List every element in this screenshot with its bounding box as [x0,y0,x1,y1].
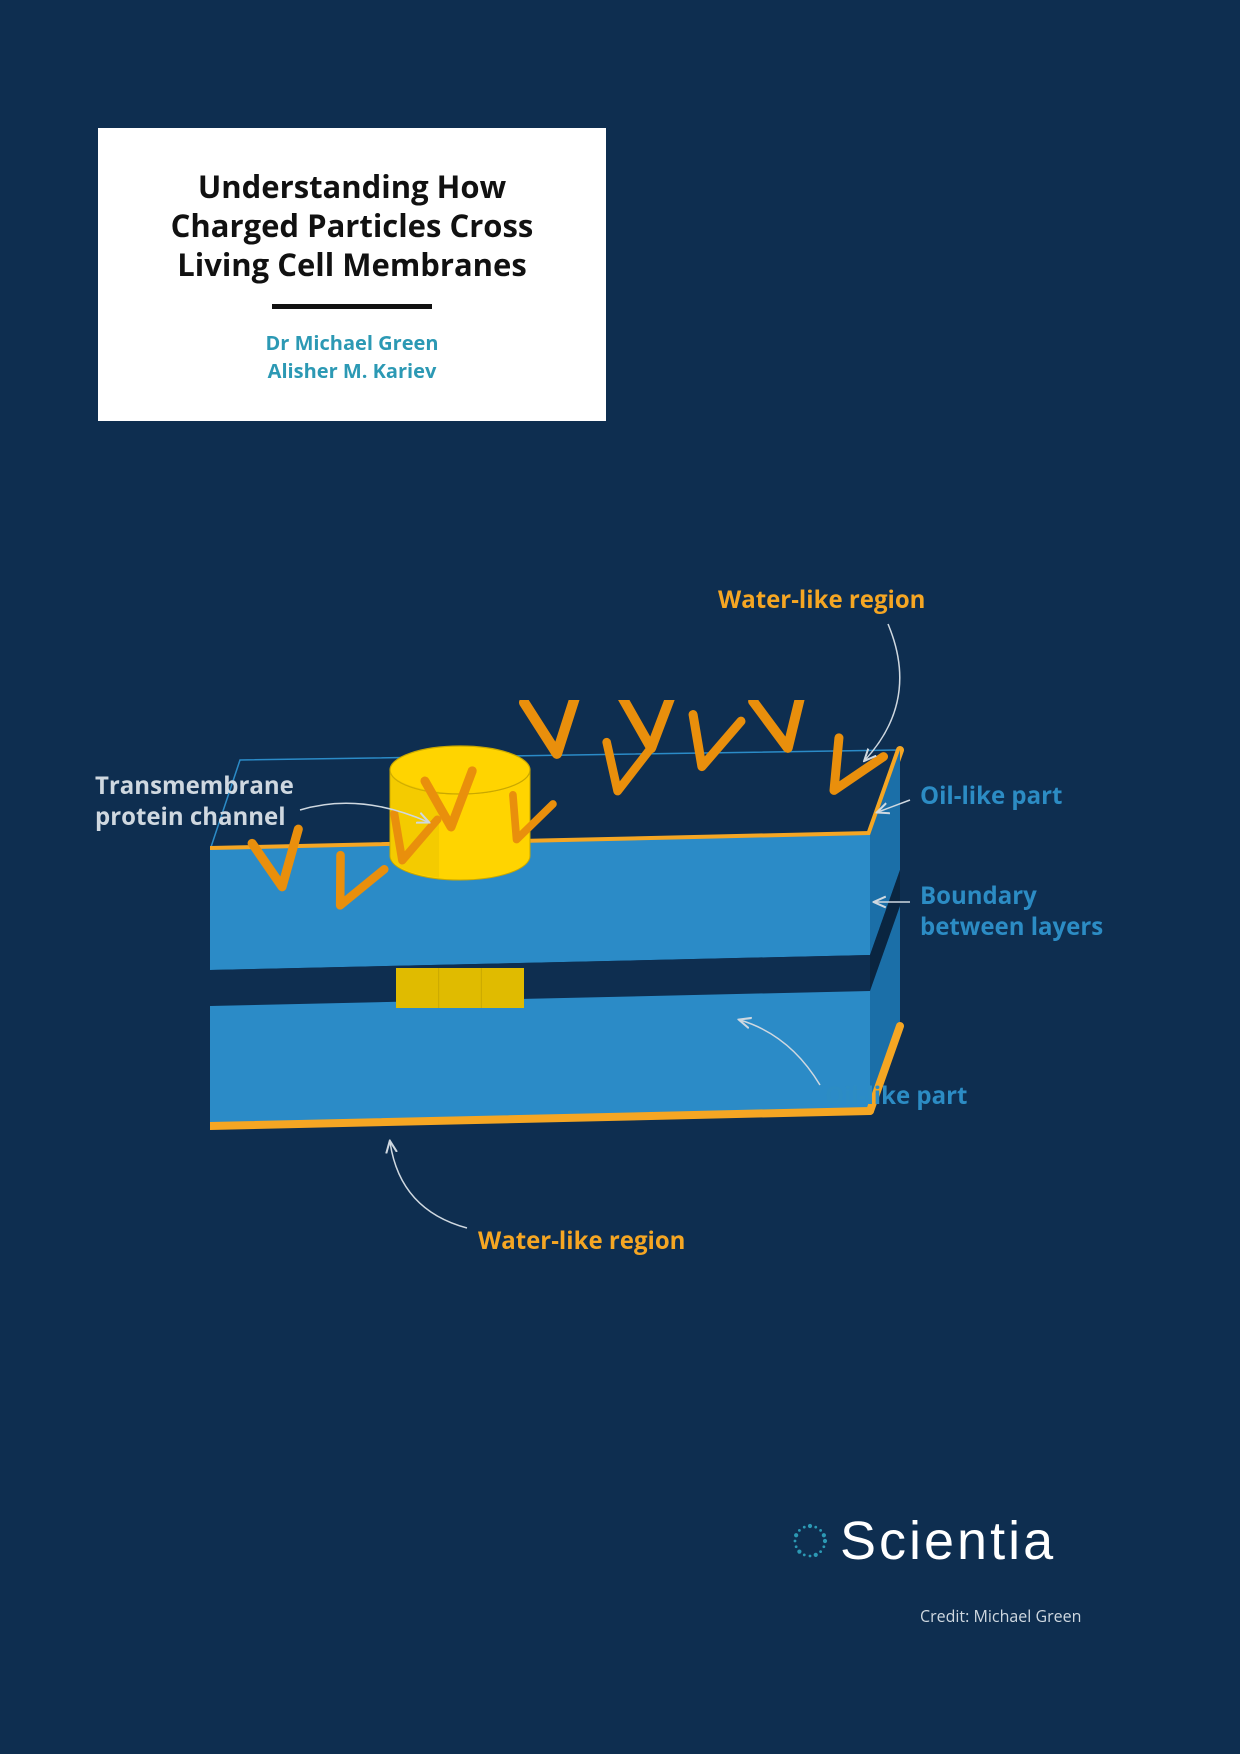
title-rule [272,304,432,309]
page-title: Understanding How Charged Particles Cros… [146,168,558,284]
label-water-bottom: Water-like region [478,1225,685,1256]
credit-line: Credit: Michael Green [920,1605,1081,1627]
label-oil-bottom: Oil-like part [825,1080,967,1111]
label-water-top: Water-like region [718,584,925,615]
label-boundary: Boundary between layers [920,880,1103,942]
title-card: Understanding How Charged Particles Cros… [98,128,606,421]
logo-icon [790,1521,830,1561]
scientia-logo: Scientia [790,1510,1056,1572]
authors: Dr Michael Green Alisher M. Kariev [146,329,558,385]
label-transmembrane: Transmembrane protein channel [95,770,294,832]
logo-text: Scientia [840,1510,1056,1572]
label-oil-top: Oil-like part [920,780,1062,811]
